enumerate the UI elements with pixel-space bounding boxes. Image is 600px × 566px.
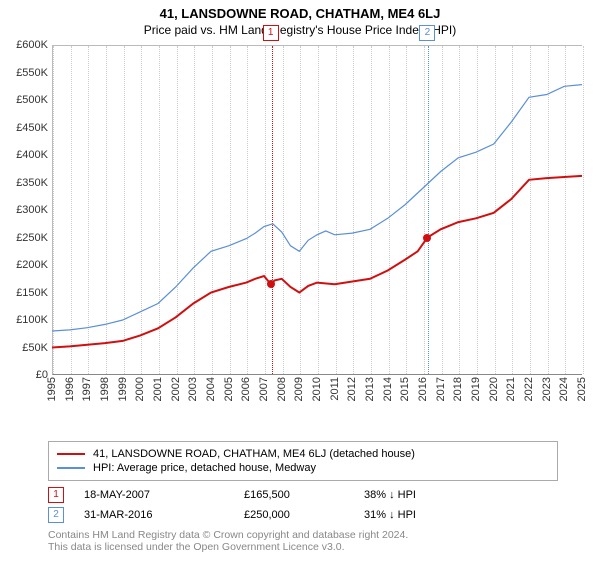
- chart-title: 41, LANSDOWNE ROAD, CHATHAM, ME4 6LJ: [0, 6, 600, 21]
- x-tick-label: 2011: [329, 377, 341, 413]
- y-tick-label: £200K: [0, 259, 48, 271]
- chart-subtitle: Price paid vs. HM Land Registry's House …: [0, 23, 600, 37]
- x-tick-label: 2012: [346, 377, 358, 413]
- legend-swatch: [57, 453, 85, 455]
- legend-swatch: [57, 467, 85, 469]
- x-tick-label: 2025: [576, 377, 588, 413]
- y-tick-label: £250K: [0, 232, 48, 244]
- x-tick-label: 2016: [417, 377, 429, 413]
- y-tick-label: £150K: [0, 287, 48, 299]
- x-tick-label: 2009: [293, 377, 305, 413]
- x-tick-label: 2013: [364, 377, 376, 413]
- vref-marker-1: 1: [263, 25, 279, 41]
- x-tick-label: 1995: [46, 377, 58, 413]
- x-tick-label: 2018: [452, 377, 464, 413]
- x-tick-label: 2003: [187, 377, 199, 413]
- x-tick-label: 2023: [541, 377, 553, 413]
- sale-point-1: [267, 280, 275, 288]
- footer-line-2: This data is licensed under the Open Gov…: [48, 541, 558, 553]
- x-tick-label: 2021: [505, 377, 517, 413]
- x-tick-label: 2010: [311, 377, 323, 413]
- sales-diff: 38% ↓ HPI: [364, 489, 484, 501]
- x-tick-label: 2024: [558, 377, 570, 413]
- x-tick-label: 2007: [258, 377, 270, 413]
- legend-label: 41, LANSDOWNE ROAD, CHATHAM, ME4 6LJ (de…: [93, 448, 415, 460]
- x-tick-label: 1996: [64, 377, 76, 413]
- sale-point-2: [423, 234, 431, 242]
- chart-svg: [52, 45, 582, 375]
- x-tick-label: 2005: [223, 377, 235, 413]
- y-tick-label: £0: [0, 369, 48, 381]
- y-tick-label: £300K: [0, 204, 48, 216]
- sales-date: 31-MAR-2016: [84, 509, 244, 521]
- x-tick-label: 1997: [81, 377, 93, 413]
- x-tick-label: 2000: [134, 377, 146, 413]
- x-tick-label: 2002: [170, 377, 182, 413]
- x-tick-label: 2015: [399, 377, 411, 413]
- sales-price: £250,000: [244, 509, 364, 521]
- legend-item: HPI: Average price, detached house, Medw…: [57, 462, 549, 474]
- x-tick-label: 2014: [382, 377, 394, 413]
- y-tick-label: £50K: [0, 342, 48, 354]
- x-tick-label: 2001: [152, 377, 164, 413]
- vref-marker-2: 2: [419, 25, 435, 41]
- x-tick-label: 2020: [488, 377, 500, 413]
- sales-marker: 1: [48, 487, 64, 503]
- legend: 41, LANSDOWNE ROAD, CHATHAM, ME4 6LJ (de…: [48, 441, 558, 481]
- y-tick-label: £100K: [0, 314, 48, 326]
- y-tick-label: £550K: [0, 67, 48, 79]
- x-gridline: [583, 46, 584, 374]
- series-price_paid: [52, 176, 582, 348]
- sales-date: 18-MAY-2007: [84, 489, 244, 501]
- sales-marker: 2: [48, 507, 64, 523]
- y-tick-label: £600K: [0, 39, 48, 51]
- legend-label: HPI: Average price, detached house, Medw…: [93, 462, 316, 474]
- x-tick-label: 2008: [276, 377, 288, 413]
- footer-line-1: Contains HM Land Registry data © Crown c…: [48, 529, 558, 541]
- x-tick-label: 2006: [240, 377, 252, 413]
- y-tick-label: £450K: [0, 122, 48, 134]
- sales-row: 1 18-MAY-2007£165,50038% ↓ HPI: [48, 487, 558, 503]
- x-tick-label: 2017: [435, 377, 447, 413]
- series-hpi: [52, 85, 582, 331]
- y-tick-label: £400K: [0, 149, 48, 161]
- x-tick-label: 2019: [470, 377, 482, 413]
- x-tick-label: 1998: [99, 377, 111, 413]
- x-tick-label: 1999: [117, 377, 129, 413]
- x-tick-label: 2022: [523, 377, 535, 413]
- sales-price: £165,500: [244, 489, 364, 501]
- sales-row: 2 31-MAR-2016£250,00031% ↓ HPI: [48, 507, 558, 523]
- y-tick-label: £500K: [0, 94, 48, 106]
- legend-item: 41, LANSDOWNE ROAD, CHATHAM, ME4 6LJ (de…: [57, 448, 549, 460]
- sales-diff: 31% ↓ HPI: [364, 509, 484, 521]
- x-tick-label: 2004: [205, 377, 217, 413]
- sales-table: 1 18-MAY-2007£165,50038% ↓ HPI 2 31-MAR-201…: [48, 487, 558, 523]
- footer: Contains HM Land Registry data © Crown c…: [48, 529, 558, 553]
- y-tick-label: £350K: [0, 177, 48, 189]
- chart-area: £0£50K£100K£150K£200K£250K£300K£350K£400…: [52, 45, 582, 395]
